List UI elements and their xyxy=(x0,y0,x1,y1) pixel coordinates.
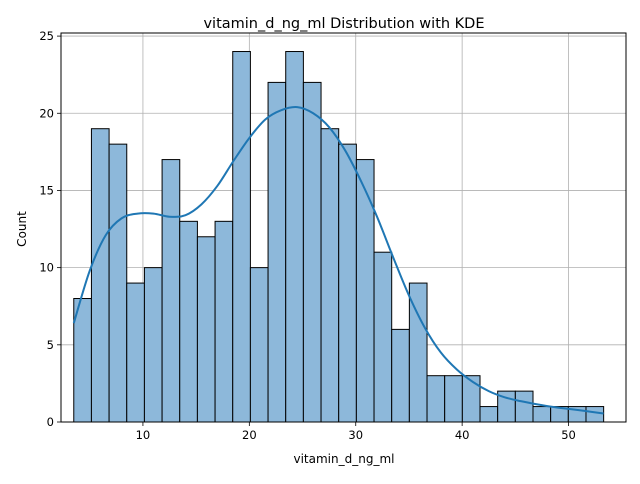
histogram-bar xyxy=(426,375,446,423)
histogram-bar xyxy=(585,406,605,423)
histogram-bar xyxy=(214,220,234,423)
x-axis-ticks: 10 20 30 40 50 xyxy=(136,422,576,442)
histogram-bar xyxy=(320,128,340,423)
histogram-bar xyxy=(373,251,393,423)
histogram-bar xyxy=(267,81,287,423)
x-tick-label: 20 xyxy=(242,428,257,442)
histogram-bar xyxy=(143,267,163,423)
kde-layer xyxy=(72,105,604,415)
histogram-bar xyxy=(355,159,375,423)
histogram-bar xyxy=(126,282,145,423)
histogram-bar xyxy=(391,328,410,423)
kde-line xyxy=(72,105,604,415)
y-tick-label: 0 xyxy=(47,415,54,429)
y-axis-label: Count xyxy=(15,211,29,247)
histogram-bar xyxy=(338,143,357,423)
histogram-bar xyxy=(249,267,269,423)
y-tick-label: 15 xyxy=(39,183,54,197)
histogram-bar xyxy=(90,128,110,423)
histogram-bar xyxy=(196,236,216,423)
histogram-bar xyxy=(161,159,181,423)
histogram-bar xyxy=(179,220,198,423)
histogram-bar xyxy=(479,406,499,423)
histogram-bar xyxy=(461,375,481,423)
x-tick-label: 30 xyxy=(348,428,363,442)
plot-frame xyxy=(60,32,627,423)
histogram-bar xyxy=(444,375,463,423)
histogram-bar xyxy=(532,406,552,423)
x-tick-label: 50 xyxy=(561,428,576,442)
y-axis-ticks: 0 5 10 15 20 25 xyxy=(39,29,61,429)
chart-title: vitamin_d_ng_ml Distribution with KDE xyxy=(203,16,484,32)
x-tick-label: 10 xyxy=(136,428,151,442)
y-tick-label: 10 xyxy=(39,261,54,275)
x-axis-label: vitamin_d_ng_ml xyxy=(294,452,395,466)
histogram-bar xyxy=(302,81,322,423)
x-tick-label: 40 xyxy=(455,428,470,442)
histogram-bar xyxy=(232,51,251,423)
y-tick-label: 20 xyxy=(39,106,54,120)
histogram-bar xyxy=(108,143,128,423)
y-tick-label: 25 xyxy=(39,29,54,43)
y-tick-label: 5 xyxy=(47,338,54,352)
histogram-bar xyxy=(514,390,534,423)
